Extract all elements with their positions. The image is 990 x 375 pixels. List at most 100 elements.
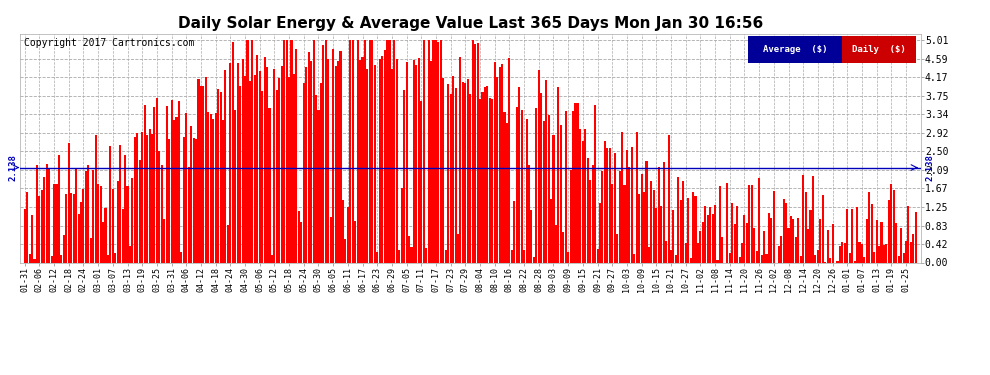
Bar <box>232 42 234 262</box>
Bar <box>58 155 60 262</box>
Bar <box>504 112 506 262</box>
Bar <box>800 255 802 262</box>
Bar <box>729 253 731 262</box>
Bar <box>403 90 405 262</box>
Bar <box>158 152 160 262</box>
Bar <box>479 99 481 262</box>
Bar <box>760 255 762 262</box>
Bar <box>599 202 601 262</box>
Bar <box>863 257 865 262</box>
Bar <box>815 255 817 262</box>
Bar <box>848 253 850 262</box>
Bar <box>690 258 692 262</box>
Bar <box>837 261 839 262</box>
Bar <box>318 110 320 262</box>
Bar <box>225 70 227 262</box>
Bar <box>541 93 543 262</box>
Bar <box>552 135 554 262</box>
Bar <box>592 165 594 262</box>
Bar <box>173 120 175 262</box>
Bar <box>72 194 74 262</box>
Bar <box>531 210 533 262</box>
Bar <box>77 214 79 262</box>
Text: Copyright 2017 Cartronics.com: Copyright 2017 Cartronics.com <box>25 38 195 48</box>
Bar <box>247 40 248 262</box>
Bar <box>765 254 767 262</box>
Bar <box>748 185 750 262</box>
Text: 2.138: 2.138 <box>8 154 18 181</box>
Bar <box>310 61 312 262</box>
Bar <box>242 59 244 262</box>
Bar <box>743 215 745 262</box>
Bar <box>469 94 471 262</box>
Bar <box>533 256 535 262</box>
Bar <box>100 186 102 262</box>
Bar <box>449 93 451 262</box>
Bar <box>601 171 604 262</box>
Bar <box>797 217 799 262</box>
Bar <box>491 99 493 262</box>
Bar <box>878 246 880 262</box>
Bar <box>675 255 677 262</box>
Bar <box>31 215 33 262</box>
Bar <box>501 64 503 262</box>
Bar <box>851 209 853 262</box>
Bar <box>770 218 772 262</box>
Bar <box>639 194 641 262</box>
Bar <box>736 206 739 262</box>
Bar <box>526 119 528 262</box>
Bar <box>494 62 496 262</box>
Bar <box>227 225 229 262</box>
Bar <box>283 40 285 262</box>
Bar <box>39 196 41 262</box>
Bar <box>564 111 566 262</box>
Bar <box>323 45 325 262</box>
Bar <box>266 67 268 262</box>
Bar <box>388 40 390 262</box>
Bar <box>107 255 109 262</box>
Bar <box>812 176 814 262</box>
Bar <box>127 186 129 262</box>
Bar <box>438 42 440 262</box>
Bar <box>692 192 694 262</box>
Bar <box>496 77 498 262</box>
Bar <box>303 83 305 262</box>
Bar <box>885 244 887 262</box>
Bar <box>753 228 755 262</box>
Bar <box>861 244 863 262</box>
Bar <box>295 49 297 262</box>
Bar <box>466 80 469 262</box>
Bar <box>657 167 659 262</box>
Bar <box>433 40 435 262</box>
Bar <box>572 111 574 262</box>
Bar <box>383 50 386 262</box>
Bar <box>582 141 584 262</box>
Bar <box>459 57 461 262</box>
Bar <box>26 192 28 262</box>
Bar <box>102 222 104 262</box>
Bar <box>178 100 180 262</box>
Bar <box>335 66 337 262</box>
Bar <box>165 106 167 262</box>
Bar <box>423 40 425 262</box>
Bar <box>547 115 549 262</box>
Bar <box>621 132 623 262</box>
Bar <box>611 184 613 262</box>
Bar <box>371 40 373 262</box>
Bar <box>406 62 408 262</box>
Bar <box>142 132 144 262</box>
Bar <box>150 134 153 262</box>
Bar <box>795 237 797 262</box>
Bar <box>183 137 185 262</box>
Bar <box>521 110 523 262</box>
Bar <box>90 238 92 262</box>
Bar <box>148 129 150 262</box>
FancyBboxPatch shape <box>747 36 842 63</box>
Bar <box>313 40 315 262</box>
Bar <box>866 219 868 262</box>
Bar <box>376 252 378 262</box>
Bar <box>802 175 804 262</box>
Bar <box>300 222 302 262</box>
Bar <box>843 243 845 262</box>
Bar <box>359 60 361 262</box>
